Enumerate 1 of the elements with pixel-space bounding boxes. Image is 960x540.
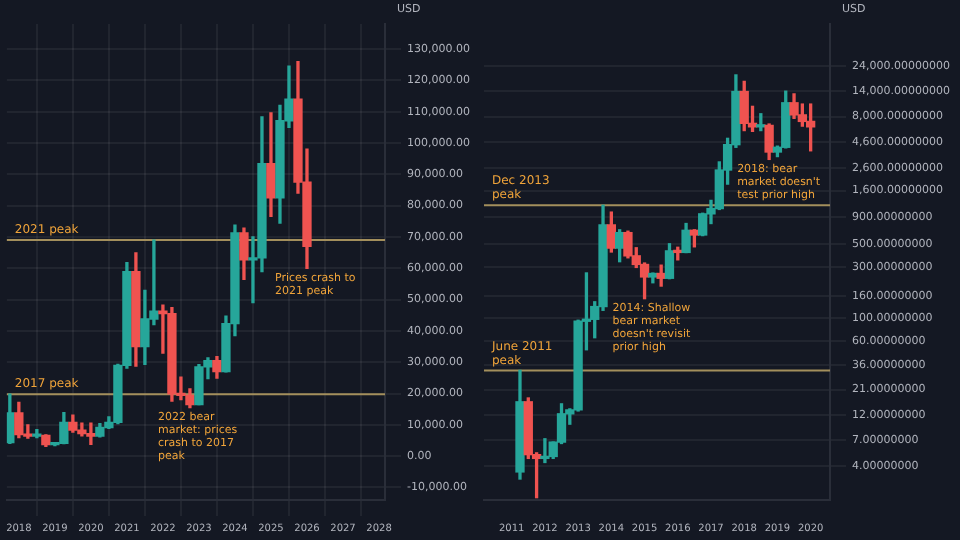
candlestick (540, 438, 550, 464)
